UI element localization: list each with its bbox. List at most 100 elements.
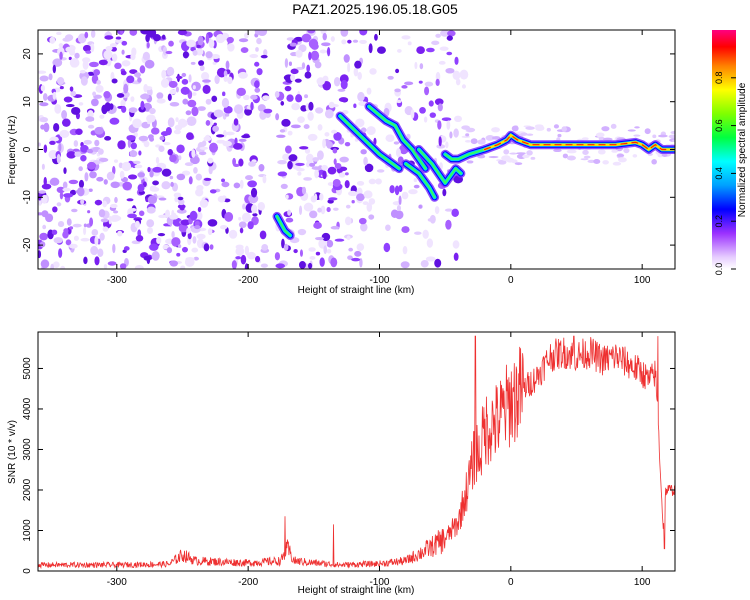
spectrogram-speckle [186,39,196,48]
spectrogram-speckle [146,114,156,123]
spectrogram-speckle [299,146,309,150]
spectrogram-speckle [285,145,292,154]
spectrogram-speckle [437,120,442,130]
spectrogram-speckle [93,69,101,76]
spectrogram-speckle [438,136,442,147]
spectrogram-speckle [327,166,337,175]
spectrogram-speckle [601,126,610,132]
spectrogram-speckle [288,154,298,162]
snr-x-axis-label: Height of straight line (km) [298,585,415,596]
spectrogram-speckle [80,198,85,205]
spectrogram-speckle [280,101,285,106]
spectrogram-speckle [203,177,212,181]
spectrogram-speckle [285,217,294,223]
spectrogram-speckle [59,191,64,200]
spectrogram-speckle [401,226,410,234]
spectrogram-speckle [236,87,246,97]
spectrogram-speckle [633,134,641,137]
spectrogram-speckle [84,31,89,39]
spectrogram-speckle [366,126,376,136]
spectrogram-speckle [97,148,104,155]
spectrogram-speckle [224,131,235,136]
spectrogram-speckle [39,232,49,241]
spectrogram-speckle [66,151,77,159]
spectrogram-speckle [158,214,167,219]
spectrogram-speckle [286,37,295,41]
spectrogram-speckle [159,136,165,141]
spectrogram-speckle [113,159,119,163]
spectrogram-speckle [150,127,160,135]
spectrogram-speckle [90,43,95,53]
spectrogram-speckle [137,229,142,237]
spectrogram-speckle [116,93,125,98]
spectrogram-speckle [402,246,408,255]
spectrogram-speckle [497,159,507,165]
spectrogram-y-tick-label: 0 [22,146,33,152]
spectrogram-speckle [87,124,95,129]
spectrogram-speckle [439,46,449,51]
spectrogram-speckle [135,235,144,242]
spectrogram-speckle [435,33,441,38]
spectrogram-speckle [89,217,94,227]
spectrogram-speckle [426,238,434,248]
spectrogram-speckle [435,78,440,87]
spectrogram-speckle [127,174,138,180]
spectrogram-speckle [297,116,305,124]
spectrogram-speckle [668,134,675,139]
spectrogram-speckle [221,178,226,183]
spectrogram-speckle [71,106,81,115]
spectrogram-speckle [322,32,327,41]
spectrogram-speckle [72,148,80,152]
spectrogram-speckle [299,249,303,257]
spectrogram-speckle [661,153,668,157]
spectrogram-speckle [337,88,346,92]
spectrogram-speckle [257,104,266,112]
spectrogram-speckle [436,144,446,149]
spectrogram-speckle [169,154,177,163]
spectrogram-speckle [309,210,318,219]
spectrogram-speckle [41,194,48,204]
spectrogram-speckle [347,39,352,44]
spectrogram-speckle [426,47,435,53]
spectrogram-speckle [356,193,365,201]
spectrogram-speckle [72,223,82,228]
spectrogram-speckle [254,61,260,67]
spectrogram-tracks [272,102,675,240]
snr-x-ticks: -300 -200 -100 0 100 [107,332,651,588]
spectrogram-speckle [84,172,89,182]
spectrogram-speckle [313,193,318,202]
spectrogram-speckle [104,102,111,112]
spectrogram-speckle [98,59,108,66]
spectrogram-speckle [184,162,194,167]
spectrogram-speckle [414,231,422,235]
spectrogram-speckle [333,207,339,211]
spectrogram-speckle [59,129,70,138]
spectrogram-speckle [485,134,495,141]
spectrogram-speckle [103,179,108,185]
spectrogram-speckle [167,117,175,128]
spectrogram-speckle [147,166,151,173]
spectrogram-speckle [320,205,326,215]
spectrogram-speckle [346,235,351,241]
spectrogram-speckle [80,154,87,162]
spectrogram-speckle [171,237,181,247]
spectrogram-speckle [343,54,350,63]
spectrogram-speckle [59,51,63,60]
snr-x-tick-label: -100 [369,577,389,588]
spectrogram-speckle [422,229,429,239]
spectrogram-speckle [106,58,112,67]
spectrogram-speckle [180,86,190,95]
spectrogram-speckle [195,173,202,181]
spectrogram-speckle [308,247,316,252]
spectrogram-speckle [144,86,153,91]
spectrogram-speckle [466,160,474,164]
spectrogram-speckle [260,263,269,268]
spectrogram-speckle [293,249,298,254]
spectrogram-speckle [169,260,178,267]
spectrogram-speckle [75,128,83,135]
spectrogram-speckle [185,257,195,262]
spectrogram-speckle [78,179,85,189]
spectrogram-speckle [197,207,202,213]
spectrogram-speckle [59,86,64,90]
spectrogram-speckle [208,166,213,175]
